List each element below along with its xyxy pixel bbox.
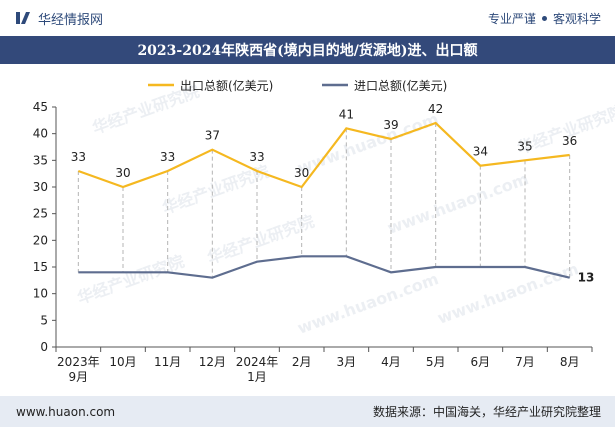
data-label: 39 — [383, 118, 398, 132]
x-tick-label: 10月 — [109, 355, 136, 369]
footer: www.huaon.com 数据来源：中国海关，华经产业研究院整理 — [0, 396, 615, 427]
y-tick-label: 45 — [33, 100, 48, 114]
data-label: 30 — [115, 166, 130, 180]
data-label: 41 — [339, 107, 354, 121]
y-tick-label: 25 — [33, 207, 48, 221]
y-tick-label: 20 — [33, 233, 48, 247]
chart-title: 2023-2024年陕西省(境内目的地/货源地)进、出口额 — [0, 36, 615, 64]
x-tick-label: 11月 — [154, 355, 181, 369]
watermark-text: 华经产业研究院 — [75, 252, 187, 308]
data-label: 35 — [517, 139, 532, 153]
watermark-text: www.huaon.com — [385, 169, 531, 238]
y-tick-label: 5 — [40, 313, 48, 327]
data-label: 42 — [428, 102, 443, 116]
data-label: 13 — [578, 271, 595, 285]
tagline-right: 客观科学 — [552, 11, 601, 26]
y-tick-label: 35 — [33, 153, 48, 167]
watermark-text: 华经产业研究院 — [205, 212, 317, 268]
tagline: 专业严谨 客观科学 — [488, 10, 615, 27]
top-bar: 华经情报网 专业严谨 客观科学 — [0, 0, 615, 36]
x-tick-label: 3月 — [337, 355, 357, 369]
legend-label: 出口总额(亿美元) — [180, 78, 273, 93]
y-tick-label: 30 — [33, 180, 48, 194]
data-label: 33 — [249, 150, 264, 164]
legend-label: 进口总额(亿美元) — [354, 78, 447, 93]
x-tick-label: 12月 — [199, 355, 226, 369]
watermark-text: www.huaon.com — [435, 259, 581, 328]
y-tick-label: 0 — [40, 340, 48, 354]
brand-logo-icon — [16, 12, 30, 24]
x-tick-label: 4月 — [381, 355, 401, 369]
data-label: 34 — [473, 145, 488, 159]
x-tick-label: 5月 — [426, 355, 446, 369]
x-tick-label: 7月 — [515, 355, 535, 369]
x-tick-label: 2月 — [292, 355, 312, 369]
data-label: 36 — [562, 134, 577, 148]
tagline-dot-icon — [541, 15, 547, 21]
data-label: 33 — [71, 150, 86, 164]
footer-source: 数据来源：中国海关，华经产业研究院整理 — [372, 405, 601, 419]
watermark-text: www.huaon.com — [295, 269, 441, 338]
footer-url: www.huaon.com — [16, 404, 116, 419]
x-tick-label: 6月 — [471, 355, 491, 369]
data-label: 33 — [160, 150, 175, 164]
x-tick-label: 2024年 1月 — [236, 355, 279, 384]
y-tick-label: 15 — [33, 260, 48, 274]
data-label: 30 — [294, 166, 309, 180]
series-line — [78, 255, 570, 279]
x-tick-label: 2023年 9月 — [57, 355, 100, 384]
data-label: 37 — [205, 129, 220, 143]
brand-name: 华经情报网 — [38, 12, 104, 28]
y-tick-label: 40 — [33, 127, 48, 141]
x-tick-label: 8月 — [560, 355, 580, 369]
series-line — [77, 121, 570, 189]
tagline-left: 专业严谨 — [487, 11, 536, 26]
brand: 华经情报网 — [0, 9, 103, 28]
y-tick-label: 10 — [33, 287, 48, 301]
